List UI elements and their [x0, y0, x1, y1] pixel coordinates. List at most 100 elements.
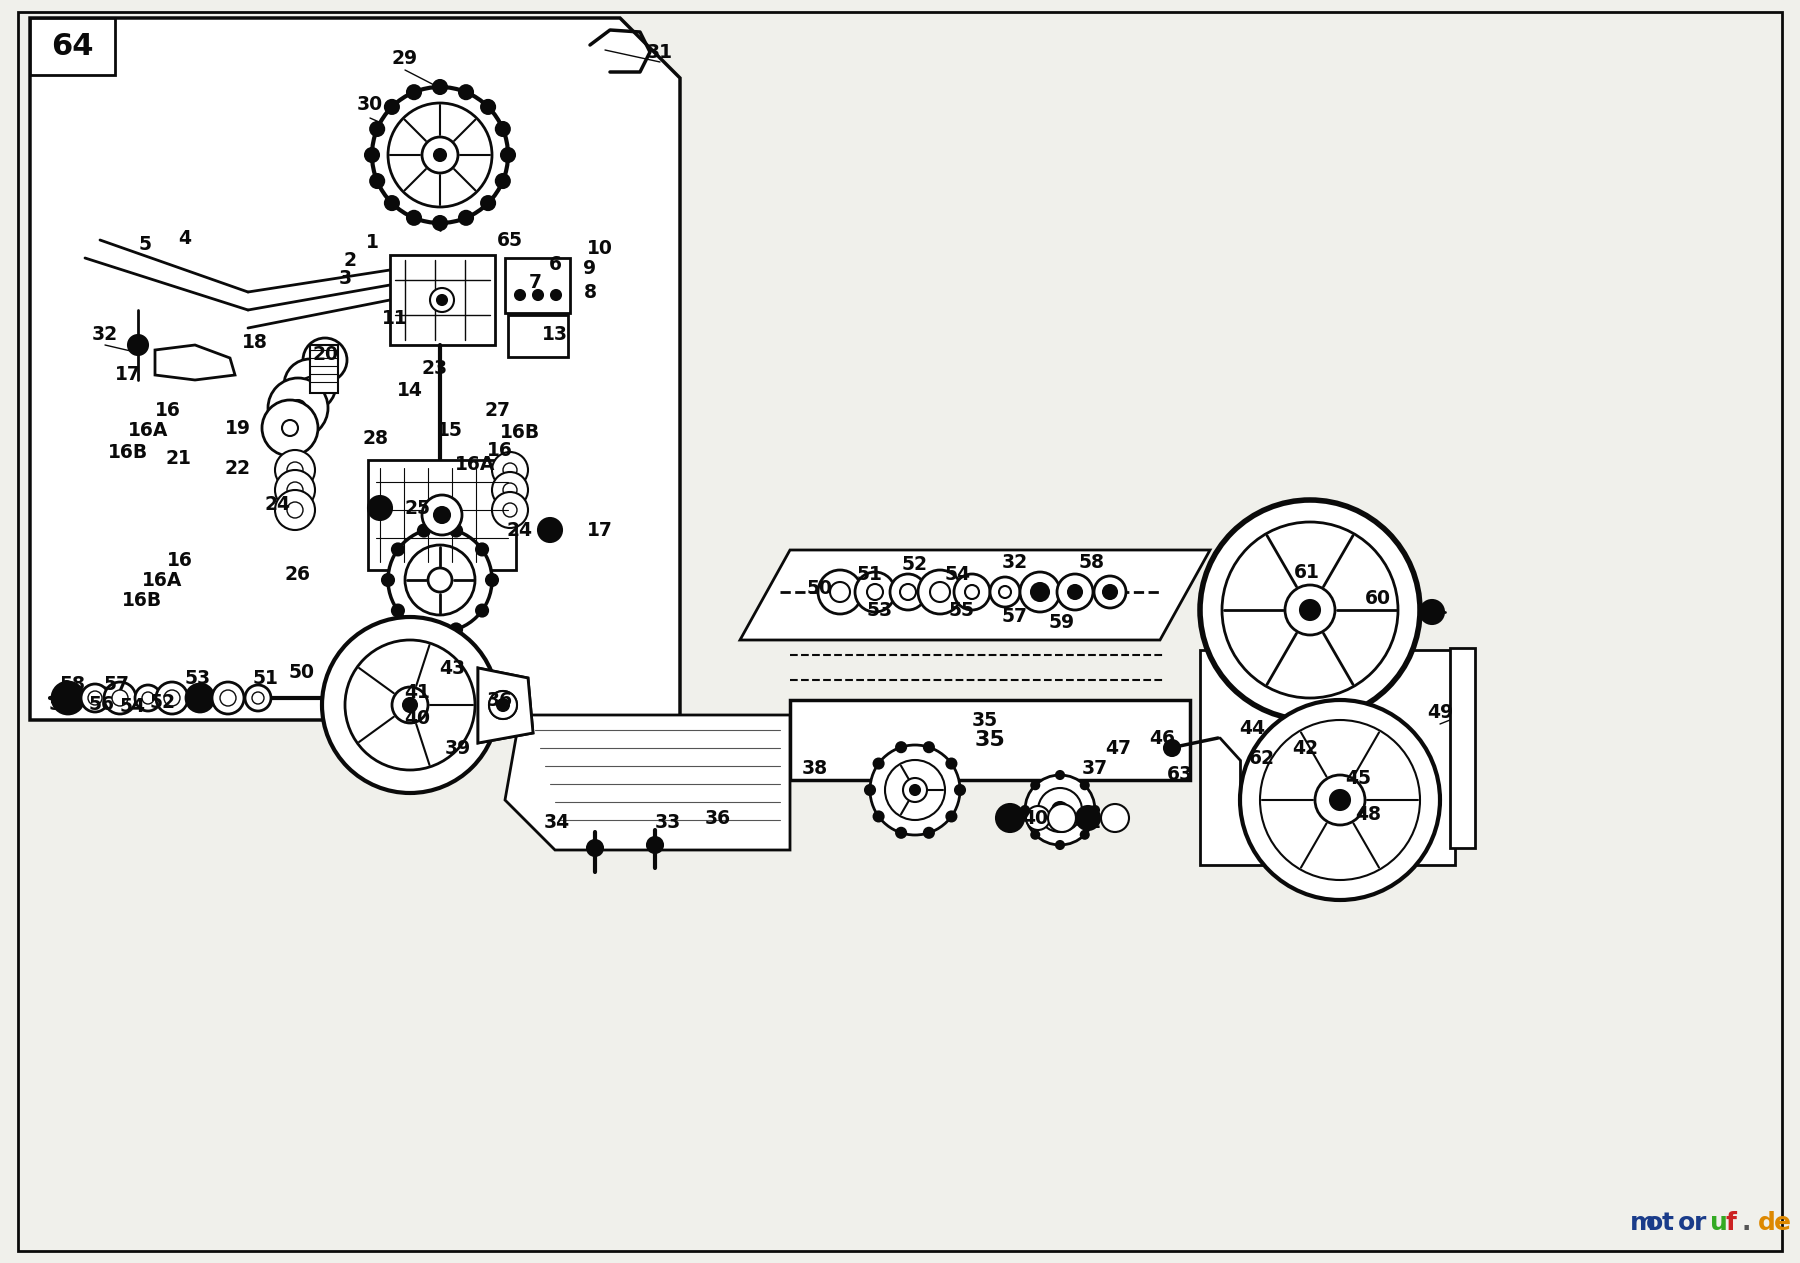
Circle shape	[434, 80, 446, 93]
Circle shape	[459, 211, 473, 225]
Text: u: u	[1710, 1211, 1728, 1235]
Text: 36: 36	[488, 691, 513, 710]
Bar	[310, 345, 338, 393]
Circle shape	[911, 786, 920, 794]
Text: 13: 13	[542, 326, 569, 345]
Circle shape	[385, 196, 400, 210]
Text: 43: 43	[439, 658, 464, 677]
Text: 14: 14	[398, 380, 423, 399]
Text: 25: 25	[405, 499, 430, 518]
Circle shape	[533, 290, 544, 301]
Text: 62: 62	[1249, 749, 1274, 768]
Circle shape	[923, 743, 934, 753]
Text: 17: 17	[115, 365, 140, 384]
Text: 9: 9	[583, 259, 596, 278]
Circle shape	[1165, 740, 1181, 757]
Text: 32: 32	[1003, 552, 1028, 571]
Text: o: o	[1678, 1211, 1696, 1235]
Circle shape	[491, 472, 527, 508]
Bar	[367, 460, 517, 570]
Circle shape	[317, 352, 333, 368]
Text: 51: 51	[252, 668, 277, 687]
Circle shape	[385, 100, 400, 114]
Text: 58: 58	[59, 676, 86, 695]
Circle shape	[1024, 775, 1094, 845]
Circle shape	[990, 577, 1021, 608]
Text: 17: 17	[587, 520, 614, 539]
Text: r: r	[1694, 1211, 1706, 1235]
Circle shape	[302, 338, 347, 381]
Text: 4: 4	[178, 229, 191, 248]
Text: 5: 5	[139, 235, 151, 255]
Polygon shape	[479, 668, 533, 743]
Circle shape	[392, 543, 403, 556]
Circle shape	[450, 624, 463, 635]
Polygon shape	[155, 345, 236, 380]
Circle shape	[403, 698, 418, 712]
Circle shape	[268, 378, 328, 438]
Circle shape	[817, 570, 862, 614]
Circle shape	[1031, 584, 1049, 601]
Circle shape	[497, 698, 509, 711]
Text: 16B: 16B	[108, 442, 148, 461]
Circle shape	[918, 570, 961, 614]
Circle shape	[286, 462, 302, 477]
Polygon shape	[740, 549, 1210, 640]
Circle shape	[866, 786, 875, 794]
Circle shape	[421, 495, 463, 536]
Circle shape	[999, 586, 1012, 597]
Circle shape	[1080, 782, 1089, 789]
Text: 16: 16	[167, 551, 193, 570]
Text: 32: 32	[92, 326, 119, 345]
Circle shape	[1240, 700, 1440, 901]
Text: 52: 52	[149, 692, 176, 711]
Circle shape	[1330, 789, 1350, 810]
Text: 21: 21	[166, 448, 191, 467]
Text: 58: 58	[1078, 552, 1105, 571]
Circle shape	[500, 148, 515, 162]
Circle shape	[284, 359, 337, 410]
Circle shape	[1057, 770, 1064, 779]
Circle shape	[392, 687, 428, 722]
Polygon shape	[1201, 650, 1454, 865]
Circle shape	[392, 605, 403, 616]
Polygon shape	[506, 715, 790, 850]
Text: 59: 59	[49, 696, 76, 715]
Circle shape	[1260, 720, 1420, 880]
Circle shape	[646, 837, 662, 853]
Text: 55: 55	[949, 600, 976, 619]
Circle shape	[1420, 600, 1444, 624]
Circle shape	[275, 450, 315, 490]
Text: 27: 27	[484, 400, 509, 419]
Circle shape	[551, 290, 562, 301]
Circle shape	[1039, 788, 1082, 832]
Circle shape	[904, 778, 927, 802]
Text: 10: 10	[587, 239, 614, 258]
Text: 47: 47	[1105, 739, 1130, 758]
Text: 50: 50	[290, 663, 315, 682]
Text: 40: 40	[1022, 808, 1048, 827]
Circle shape	[104, 682, 137, 714]
Circle shape	[286, 482, 302, 498]
Text: 57: 57	[1003, 608, 1028, 626]
Text: 65: 65	[497, 231, 524, 250]
Circle shape	[434, 149, 446, 160]
Text: 1: 1	[365, 232, 378, 251]
Text: 24: 24	[265, 495, 290, 514]
Text: 44: 44	[1238, 719, 1265, 738]
Circle shape	[346, 640, 475, 770]
Text: 16: 16	[488, 441, 513, 460]
Circle shape	[538, 518, 562, 542]
Circle shape	[1051, 802, 1067, 818]
Text: 35: 35	[972, 711, 997, 730]
Circle shape	[81, 685, 110, 712]
Circle shape	[1021, 572, 1060, 613]
Circle shape	[855, 572, 895, 613]
Circle shape	[896, 827, 905, 837]
Text: 41: 41	[1075, 812, 1102, 831]
Polygon shape	[31, 18, 680, 720]
Circle shape	[1103, 585, 1118, 599]
Circle shape	[434, 216, 446, 230]
Circle shape	[495, 123, 509, 136]
Text: 63: 63	[1166, 765, 1193, 784]
